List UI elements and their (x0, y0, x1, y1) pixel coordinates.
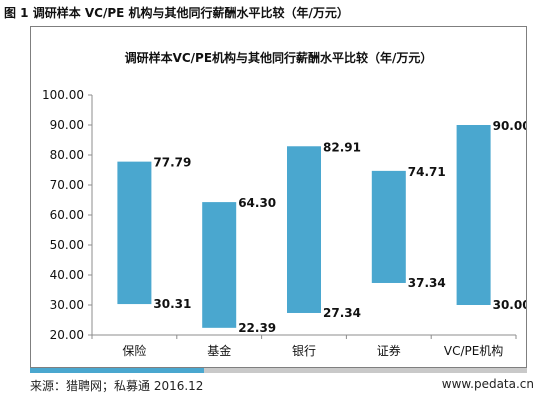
chart-plot: 20.00 30.00 40.00 50.00 60.00 70.00 80.00 90.00… (42, 88, 526, 358)
chart-title: 调研样本VC/PE机构与其他同行薪酬水平比较（年/万元） (124, 51, 433, 65)
y-tick-label: 30.00 (50, 298, 84, 312)
website-link[interactable]: www.pedata.cn (441, 377, 534, 391)
low-value-label: 27.34 (323, 306, 361, 320)
x-category-label: 证券 (377, 343, 401, 358)
chart-frame: 调研样本VC/PE机构与其他同行薪酬水平比较（年/万元） 20.00 30.00 4… (30, 26, 527, 368)
y-tick-label: 20.00 (50, 328, 84, 342)
range-bar (456, 125, 491, 305)
low-value-label: 22.39 (238, 321, 276, 335)
high-value-label: 74.71 (408, 165, 446, 179)
y-tick-label: 90.00 (50, 118, 84, 132)
y-tick-label: 70.00 (50, 178, 84, 192)
low-value-label: 30.00 (493, 298, 526, 312)
y-tick-label: 50.00 (50, 238, 84, 252)
footer-divider (30, 368, 527, 373)
y-tick-label: 100.00 (42, 88, 84, 102)
low-value-label: 30.31 (153, 297, 191, 311)
range-bar (117, 161, 152, 305)
x-category-label: 基金 (207, 343, 231, 358)
figure-title: 图 1 调研样本 VC/PE 机构与其他同行薪酬水平比较（年/万元） (4, 6, 349, 20)
high-value-label: 82.91 (323, 140, 361, 154)
source-note: 来源：猎聘网；私募通 2016.12 (30, 379, 204, 393)
range-bar (287, 146, 321, 313)
range-bar (202, 202, 237, 328)
range-bar (371, 170, 406, 283)
high-value-label: 64.30 (238, 196, 276, 210)
y-tick-label: 80.00 (50, 148, 84, 162)
y-tick-label: 60.00 (50, 208, 84, 222)
x-category-label: 银行 (292, 344, 316, 358)
high-value-label: 77.79 (153, 156, 191, 170)
x-category-label: 保险 (122, 343, 146, 358)
high-value-label: 90.00 (493, 119, 526, 133)
y-tick-label: 40.00 (50, 268, 84, 282)
x-category-label: VC/PE机构 (444, 343, 503, 358)
footer-divider-accent (30, 368, 204, 373)
low-value-label: 37.34 (408, 276, 446, 290)
